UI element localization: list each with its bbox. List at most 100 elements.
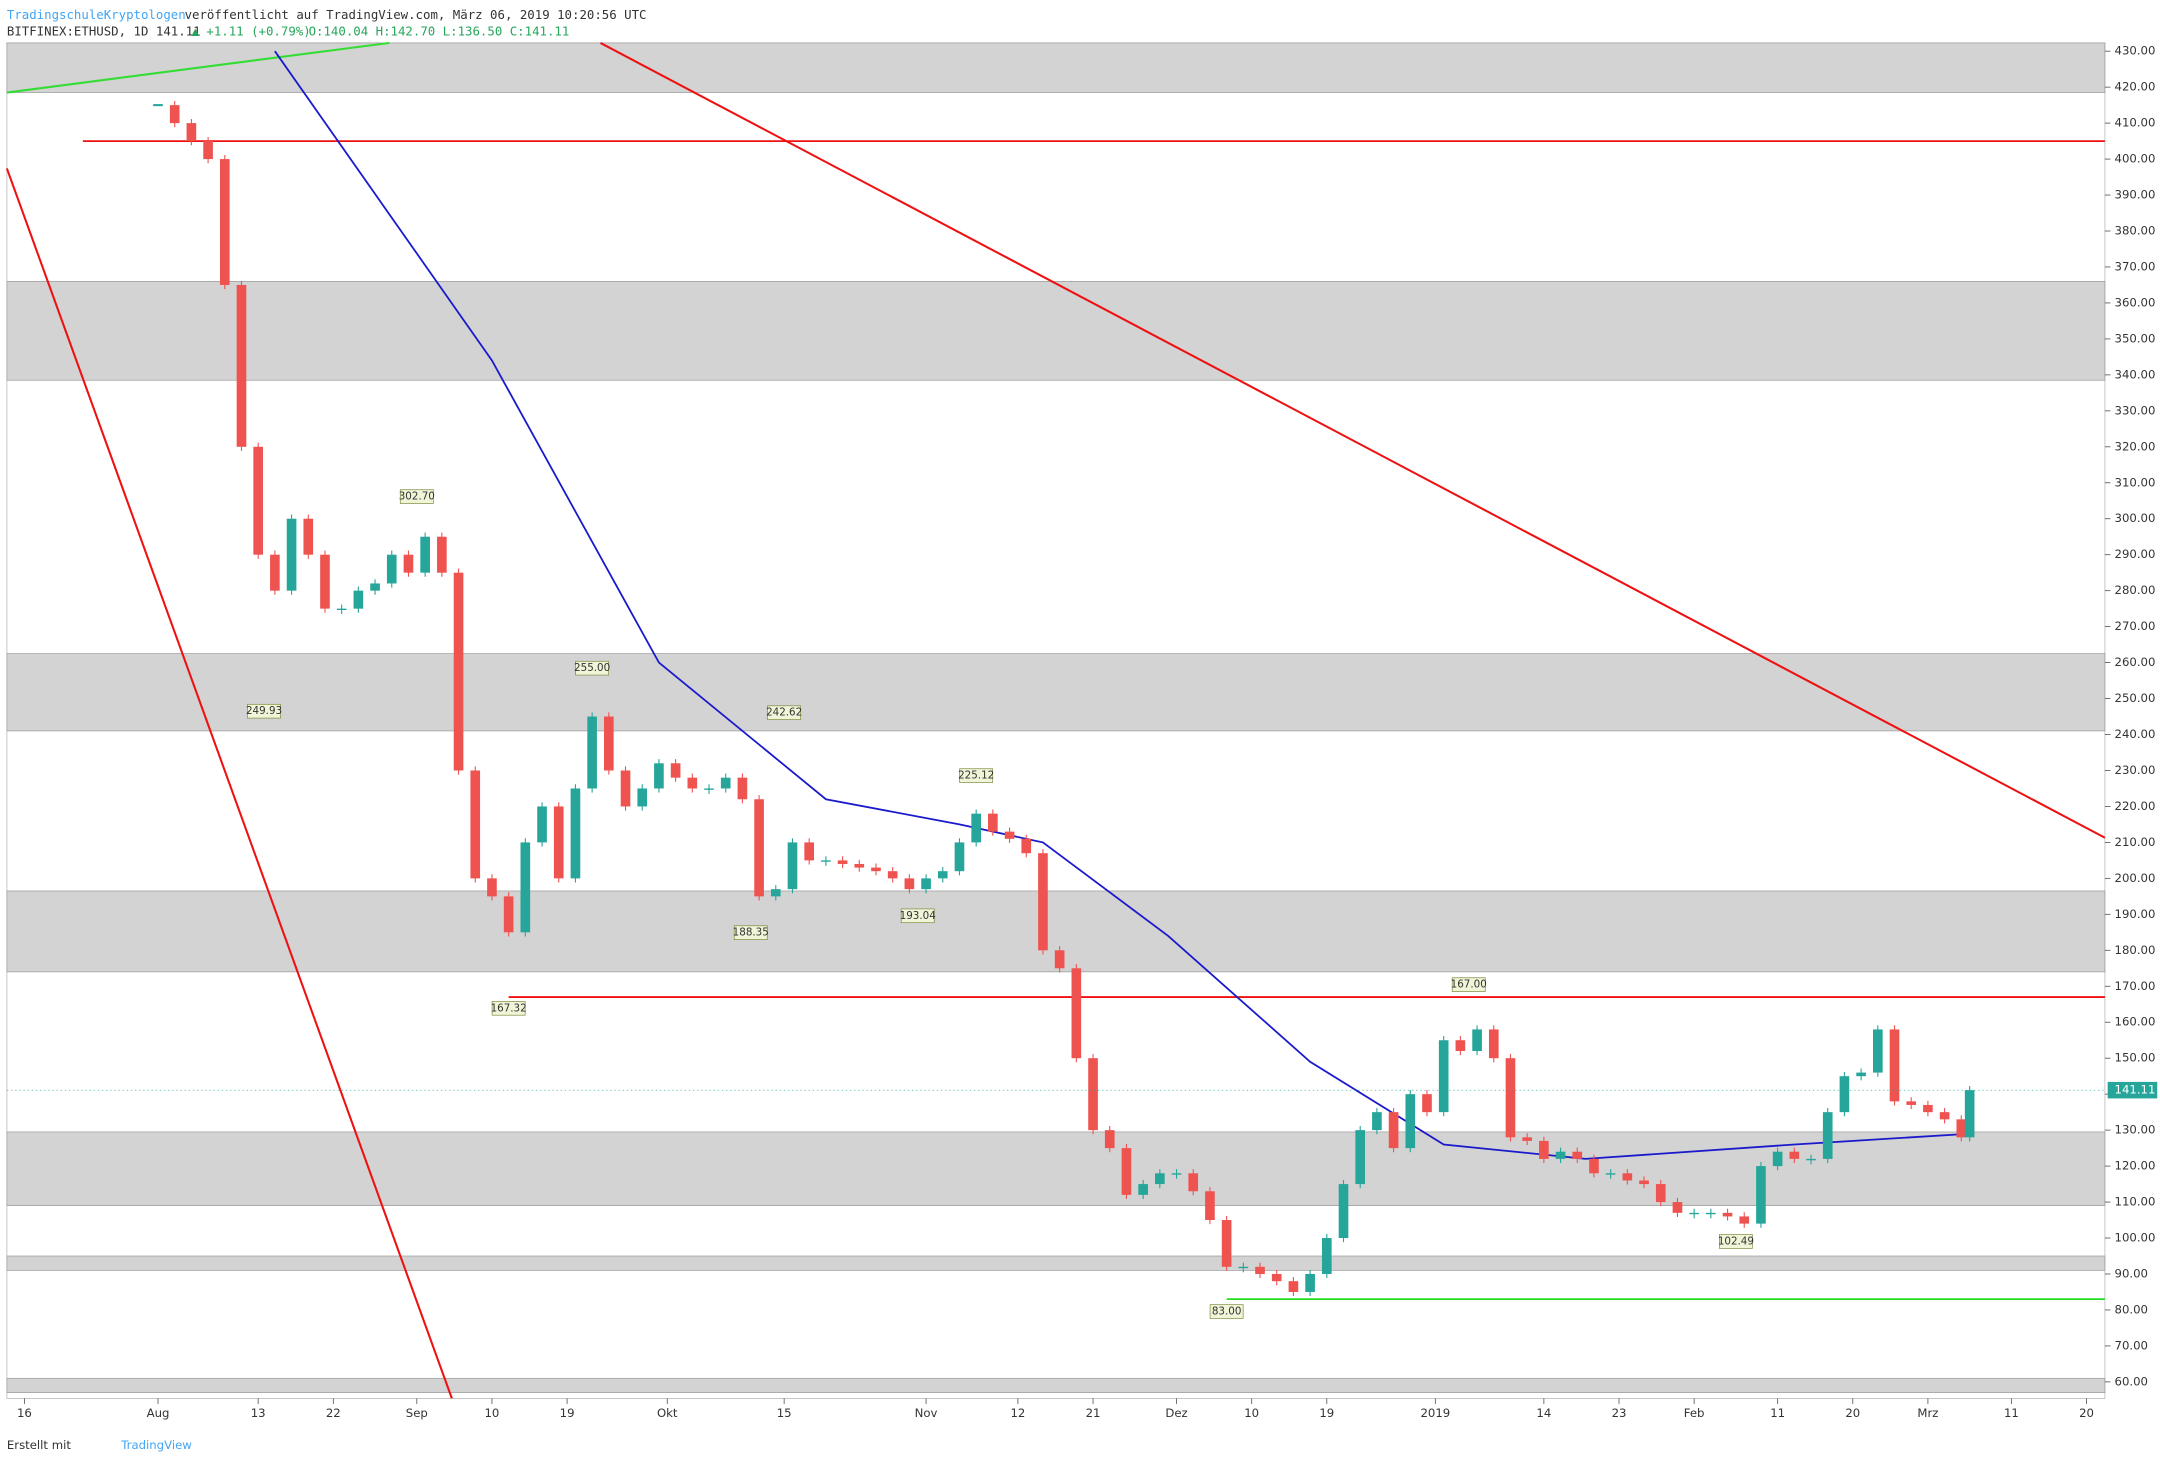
- candle: [988, 813, 998, 832]
- candle: [1104, 1130, 1115, 1149]
- candle: [1605, 1173, 1616, 1175]
- candle: [704, 788, 714, 790]
- candle: [854, 863, 865, 868]
- y-tick-label: 390.00: [2115, 188, 2156, 202]
- y-tick-label: 110.00: [2115, 1195, 2156, 1209]
- y-tick-label: 410.00: [2115, 116, 2156, 130]
- y-tick-label: 340.00: [2115, 367, 2156, 381]
- y-tick-label: 70.00: [2115, 1338, 2148, 1352]
- y-tick-label: 270.00: [2115, 619, 2156, 633]
- candle: [437, 536, 447, 573]
- last-price-label: 141.11: [2115, 1083, 2156, 1097]
- candle: [1672, 1202, 1683, 1213]
- x-tick-label: 19: [1319, 1406, 1334, 1420]
- candle: [770, 889, 781, 897]
- candle: [687, 777, 698, 789]
- candle: [1739, 1216, 1750, 1224]
- y-tick-label: 380.00: [2115, 224, 2156, 238]
- candle: [904, 878, 915, 890]
- price-label: 102.49: [1718, 1235, 1754, 1247]
- candle: [203, 141, 213, 160]
- candle: [720, 777, 731, 789]
- price-label-box: [491, 1001, 526, 1016]
- zone: [6, 1377, 2106, 1394]
- x-tick-label: 19: [560, 1406, 575, 1420]
- candle: [1572, 1151, 1583, 1159]
- candle: [370, 583, 380, 591]
- price-label: 249.93: [246, 705, 282, 717]
- candle: [303, 518, 314, 555]
- candle: [1964, 1090, 1975, 1138]
- candle: [1388, 1112, 1399, 1149]
- x-tick-label: 16: [17, 1406, 32, 1420]
- candle: [1338, 1184, 1349, 1239]
- footer-brand[interactable]: TradingView: [120, 1438, 192, 1452]
- candle: [1455, 1040, 1466, 1052]
- last-price-box: [2107, 1081, 2158, 1099]
- candle: [1872, 1029, 1883, 1073]
- candle: [1589, 1158, 1599, 1174]
- x-tick-label: Mrz: [1917, 1406, 1938, 1420]
- x-tick-label: 20: [1845, 1406, 1860, 1420]
- y-tick-label: 220.00: [2115, 799, 2156, 813]
- candle: [1655, 1184, 1666, 1203]
- x-tick-label: Dez: [1165, 1406, 1187, 1420]
- candle: [253, 446, 264, 555]
- moving-average: [274, 50, 1970, 1160]
- candle: [670, 763, 681, 778]
- candle: [487, 878, 497, 897]
- candle: [1956, 1119, 1967, 1138]
- x-tick-label: 23: [1612, 1406, 1627, 1420]
- candle: [737, 777, 748, 800]
- candle: [754, 799, 764, 897]
- zone: [6, 1255, 2106, 1271]
- candle: [1806, 1158, 1816, 1161]
- candle: [470, 770, 481, 879]
- candle: [1822, 1112, 1833, 1159]
- candle: [503, 896, 514, 933]
- candle: [1355, 1130, 1366, 1185]
- zone: [6, 42, 2106, 93]
- candle: [453, 572, 464, 771]
- candle: [1689, 1212, 1699, 1215]
- change-text: ▲ +1.11 (+0.79%): [191, 23, 310, 38]
- y-tick-label: 400.00: [2115, 152, 2156, 166]
- candle: [403, 554, 414, 573]
- candle: [1889, 1029, 1900, 1102]
- candle: [320, 554, 330, 609]
- zone: [6, 281, 2106, 381]
- candle: [1539, 1140, 1549, 1159]
- y-tick-label: 350.00: [2115, 331, 2156, 345]
- y-tick-label: 90.00: [2115, 1266, 2148, 1280]
- y-tick-label: 310.00: [2115, 475, 2156, 489]
- author-link[interactable]: TradingschuleKryptologen: [7, 7, 186, 22]
- ohlc-text: O:140.04 H:142.70 L:136.50 C:141.11: [309, 23, 570, 38]
- candle: [1472, 1029, 1482, 1052]
- y-tick-label: 150.00: [2115, 1051, 2156, 1065]
- y-tick-label: 100.00: [2115, 1231, 2156, 1245]
- price-label: 193.04: [900, 910, 936, 922]
- y-tick-label: 200.00: [2115, 871, 2156, 885]
- candle: [1054, 950, 1065, 969]
- candle: [1789, 1151, 1800, 1159]
- x-tick-label: 2019: [1420, 1406, 1450, 1420]
- candle: [954, 842, 965, 872]
- x-tick-label: 10: [485, 1406, 500, 1420]
- price-label-box: [1719, 1234, 1753, 1249]
- x-tick-label: Nov: [915, 1406, 938, 1420]
- candle: [654, 763, 664, 789]
- candle: [887, 871, 898, 879]
- candle: [1639, 1180, 1649, 1185]
- price-label: 167.32: [491, 1002, 527, 1014]
- candle: [1255, 1266, 1265, 1274]
- candle: [336, 608, 347, 611]
- candle: [286, 518, 297, 591]
- candle: [821, 860, 831, 862]
- candle: [937, 871, 948, 879]
- price-label-box: [959, 768, 994, 783]
- candle: [186, 123, 197, 142]
- published-text: veröffentlicht auf TradingView.com, März…: [185, 7, 647, 22]
- candle: [587, 716, 597, 789]
- candle: [1422, 1094, 1432, 1113]
